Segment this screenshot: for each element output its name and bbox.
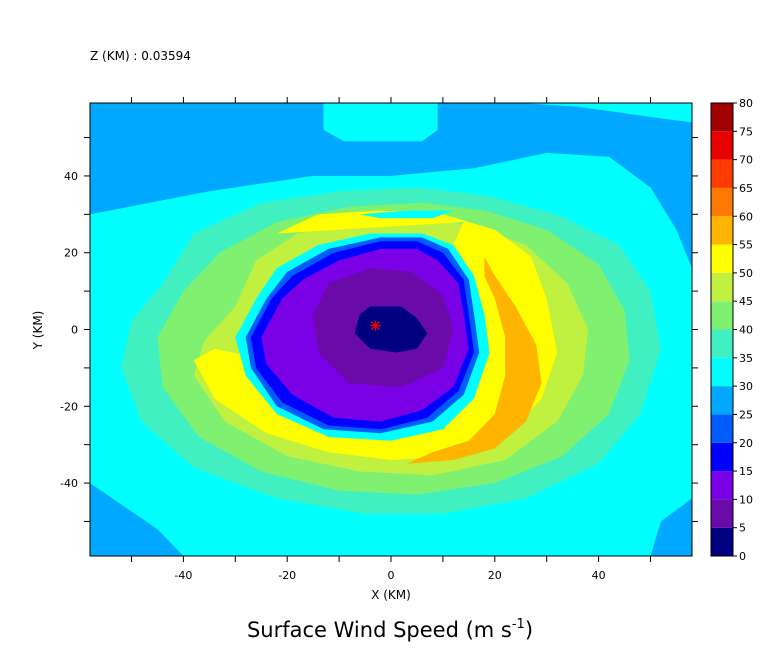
colorbar: 0 5 10 15 20 25 30 35 40 45 50 55 60 65 70 75 80 <box>710 97 753 563</box>
colorbar-swatch <box>711 187 733 217</box>
plot-area: -40 -20 0 20 40 -40 -20 0 20 40 <box>60 97 698 582</box>
storm-center-marker <box>370 320 381 331</box>
title-exponent: -1 <box>512 617 525 632</box>
colorbar-label: 45 <box>739 295 753 308</box>
colorbar-label: 0 <box>739 550 746 563</box>
colorbar-label: 50 <box>739 267 753 280</box>
x-tick-label: 40 <box>592 569 606 582</box>
x-tick-label: 0 <box>388 569 395 582</box>
y-tick-label: -40 <box>60 477 78 490</box>
colorbar-swatch <box>711 442 733 472</box>
colorbar-swatch <box>711 103 733 132</box>
colorbar-label: 5 <box>739 522 746 535</box>
x-tick-label: -40 <box>174 569 192 582</box>
colorbar-label: 30 <box>739 380 753 393</box>
colorbar-label: 20 <box>739 437 753 450</box>
y-tick-label: -20 <box>60 400 78 413</box>
colorbar-swatch <box>711 244 733 273</box>
colorbar-label: 75 <box>739 125 753 138</box>
contour-region-25 <box>90 103 692 269</box>
contour-region-25 <box>650 498 692 556</box>
colorbar-label: 80 <box>739 97 753 110</box>
colorbar-swatch <box>711 471 733 500</box>
y-axis-label: Y (KM) <box>31 311 45 351</box>
y-tick-label: 40 <box>64 170 78 183</box>
height-label: Z (KM) : 0.03594 <box>90 49 191 63</box>
colorbar-swatch <box>711 357 733 387</box>
contour-region-55 <box>406 256 542 464</box>
colorbar-swatch <box>711 216 733 245</box>
colorbar-label: 55 <box>739 239 753 252</box>
colorbar-swatch <box>711 499 733 528</box>
colorbar-swatch <box>711 329 733 358</box>
colorbar-label: 15 <box>739 465 753 478</box>
colorbar-swatch <box>711 414 733 443</box>
colorbar-label: 25 <box>739 408 753 421</box>
title-close: ) <box>525 618 533 642</box>
colorbar-swatch <box>711 159 733 188</box>
colorbar-label: 65 <box>739 182 753 195</box>
colorbar-label: 35 <box>739 352 753 365</box>
x-tick-label: 20 <box>488 569 502 582</box>
colorbar-label: 70 <box>739 154 753 167</box>
colorbar-label: 60 <box>739 210 753 223</box>
chart-title: Surface Wind Speed (m s-1) <box>247 617 533 642</box>
contour-region-30 <box>359 210 454 219</box>
colorbar-swatch <box>711 131 733 160</box>
colorbar-swatch <box>711 386 733 415</box>
contour-region-0 <box>354 306 428 353</box>
contour-region-25 <box>90 483 184 556</box>
title-main: Surface Wind Speed (m s <box>247 618 512 642</box>
x-axis-label: X (KM) <box>371 588 411 602</box>
x-tick-label: -20 <box>278 569 296 582</box>
colorbar-label: 10 <box>739 493 753 506</box>
y-tick-label: 20 <box>64 247 78 260</box>
colorbar-swatch <box>711 527 733 556</box>
colorbar-label: 40 <box>739 324 753 337</box>
colorbar-swatch <box>711 272 733 302</box>
colorbar-swatch <box>711 301 733 330</box>
y-tick-label: 0 <box>71 324 78 337</box>
